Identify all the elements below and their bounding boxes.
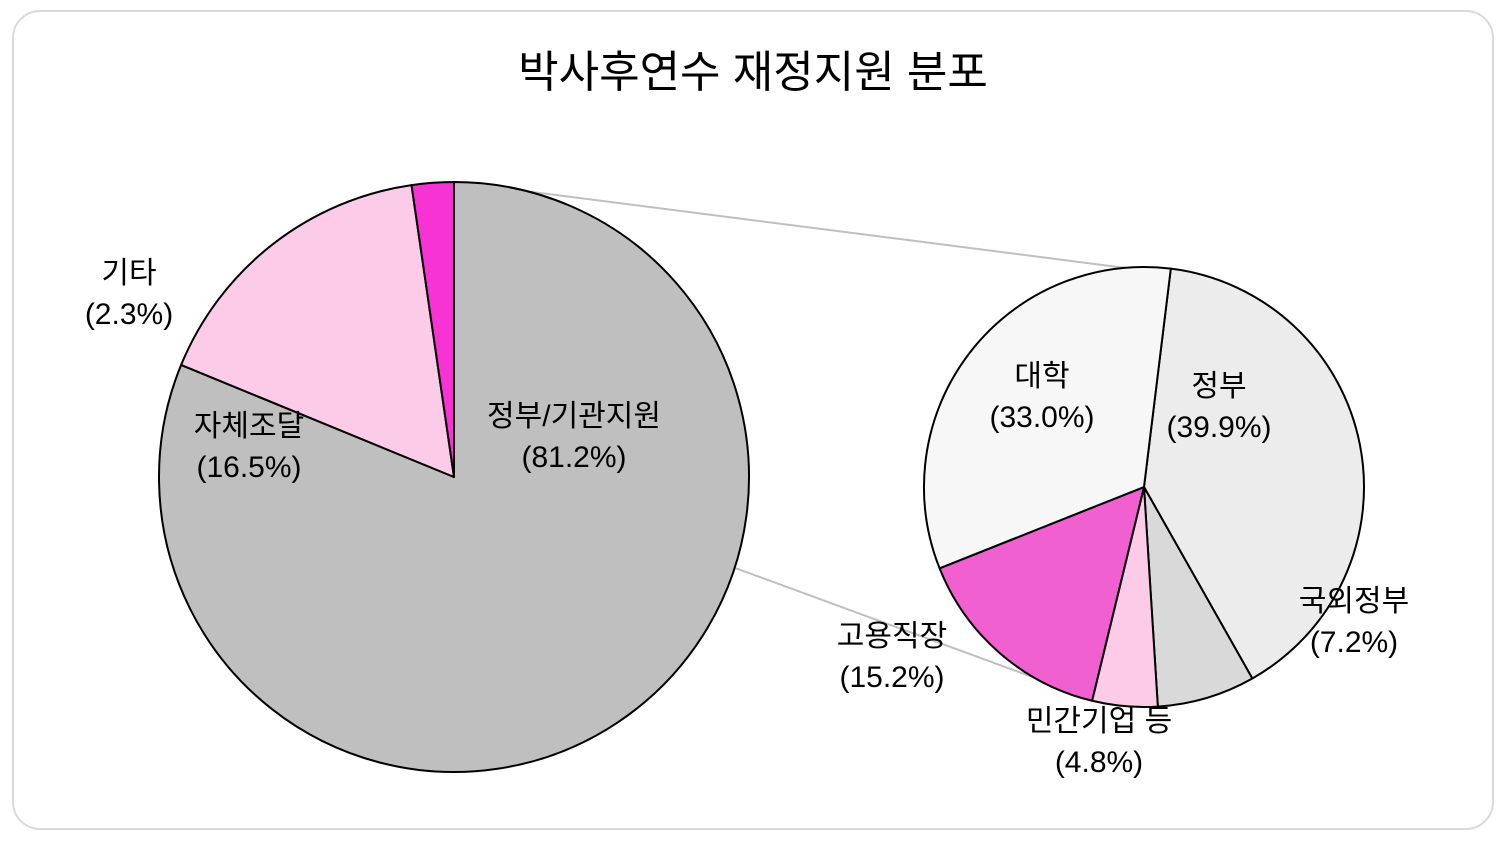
label-private: 민간기업 등(4.8%): [1026, 702, 1172, 783]
label-value-private: (4.8%): [1026, 743, 1172, 784]
label-name-private: 민간기업 등: [1026, 702, 1172, 743]
label-value-other: (2.3%): [85, 295, 173, 336]
label-value-gov_inst: (81.2%): [487, 438, 661, 479]
label-name-gov: 정부: [1166, 367, 1271, 408]
label-name-other: 기타: [85, 254, 173, 295]
label-name-foreign_gov: 국외정부: [1299, 582, 1409, 623]
label-name-gov_inst: 정부/기관지원: [487, 397, 661, 438]
label-value-gov: (39.9%): [1166, 408, 1271, 449]
label-value-foreign_gov: (7.2%): [1299, 623, 1409, 664]
label-name-self: 자체조달: [194, 407, 304, 448]
label-gov: 정부(39.9%): [1166, 367, 1271, 448]
label-name-employer: 고용직장: [837, 617, 947, 658]
label-gov_inst: 정부/기관지원(81.2%): [487, 397, 661, 478]
label-value-self: (16.5%): [194, 448, 304, 489]
label-foreign_gov: 국외정부(7.2%): [1299, 582, 1409, 663]
chart-frame: 박사후연수 재정지원 분포 정부/기관지원(81.2%)자체조달(16.5%)기…: [12, 10, 1494, 830]
label-name-univ: 대학: [989, 357, 1094, 398]
label-employer: 고용직장(15.2%): [837, 617, 947, 698]
label-univ: 대학(33.0%): [989, 357, 1094, 438]
label-self: 자체조달(16.5%): [194, 407, 304, 488]
label-other: 기타(2.3%): [85, 254, 173, 335]
label-value-employer: (15.2%): [837, 658, 947, 699]
label-value-univ: (33.0%): [989, 398, 1094, 439]
